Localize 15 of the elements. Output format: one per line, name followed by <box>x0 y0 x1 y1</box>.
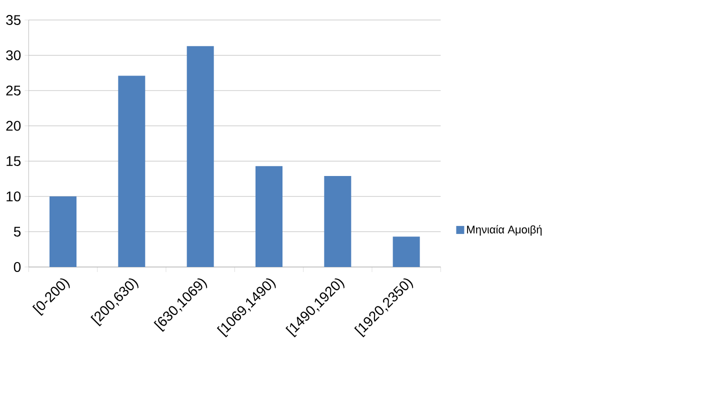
y-tick-label: 25 <box>6 86 21 96</box>
legend-label: Μηνιαία Αμοιβή <box>467 225 542 236</box>
y-tick-label: 30 <box>6 50 21 60</box>
y-tick-label: 15 <box>6 156 21 166</box>
bar <box>118 76 146 267</box>
y-tick-label: 10 <box>6 191 21 202</box>
y-tick-label: 20 <box>6 120 21 131</box>
bar <box>186 46 214 267</box>
bar <box>324 176 352 267</box>
y-tick-label: 35 <box>6 15 21 25</box>
bar <box>256 166 283 267</box>
bar <box>392 236 420 267</box>
y-tick-label: 5 <box>14 226 21 237</box>
bar <box>50 196 76 267</box>
y-tick-label: 0 <box>14 262 21 272</box>
